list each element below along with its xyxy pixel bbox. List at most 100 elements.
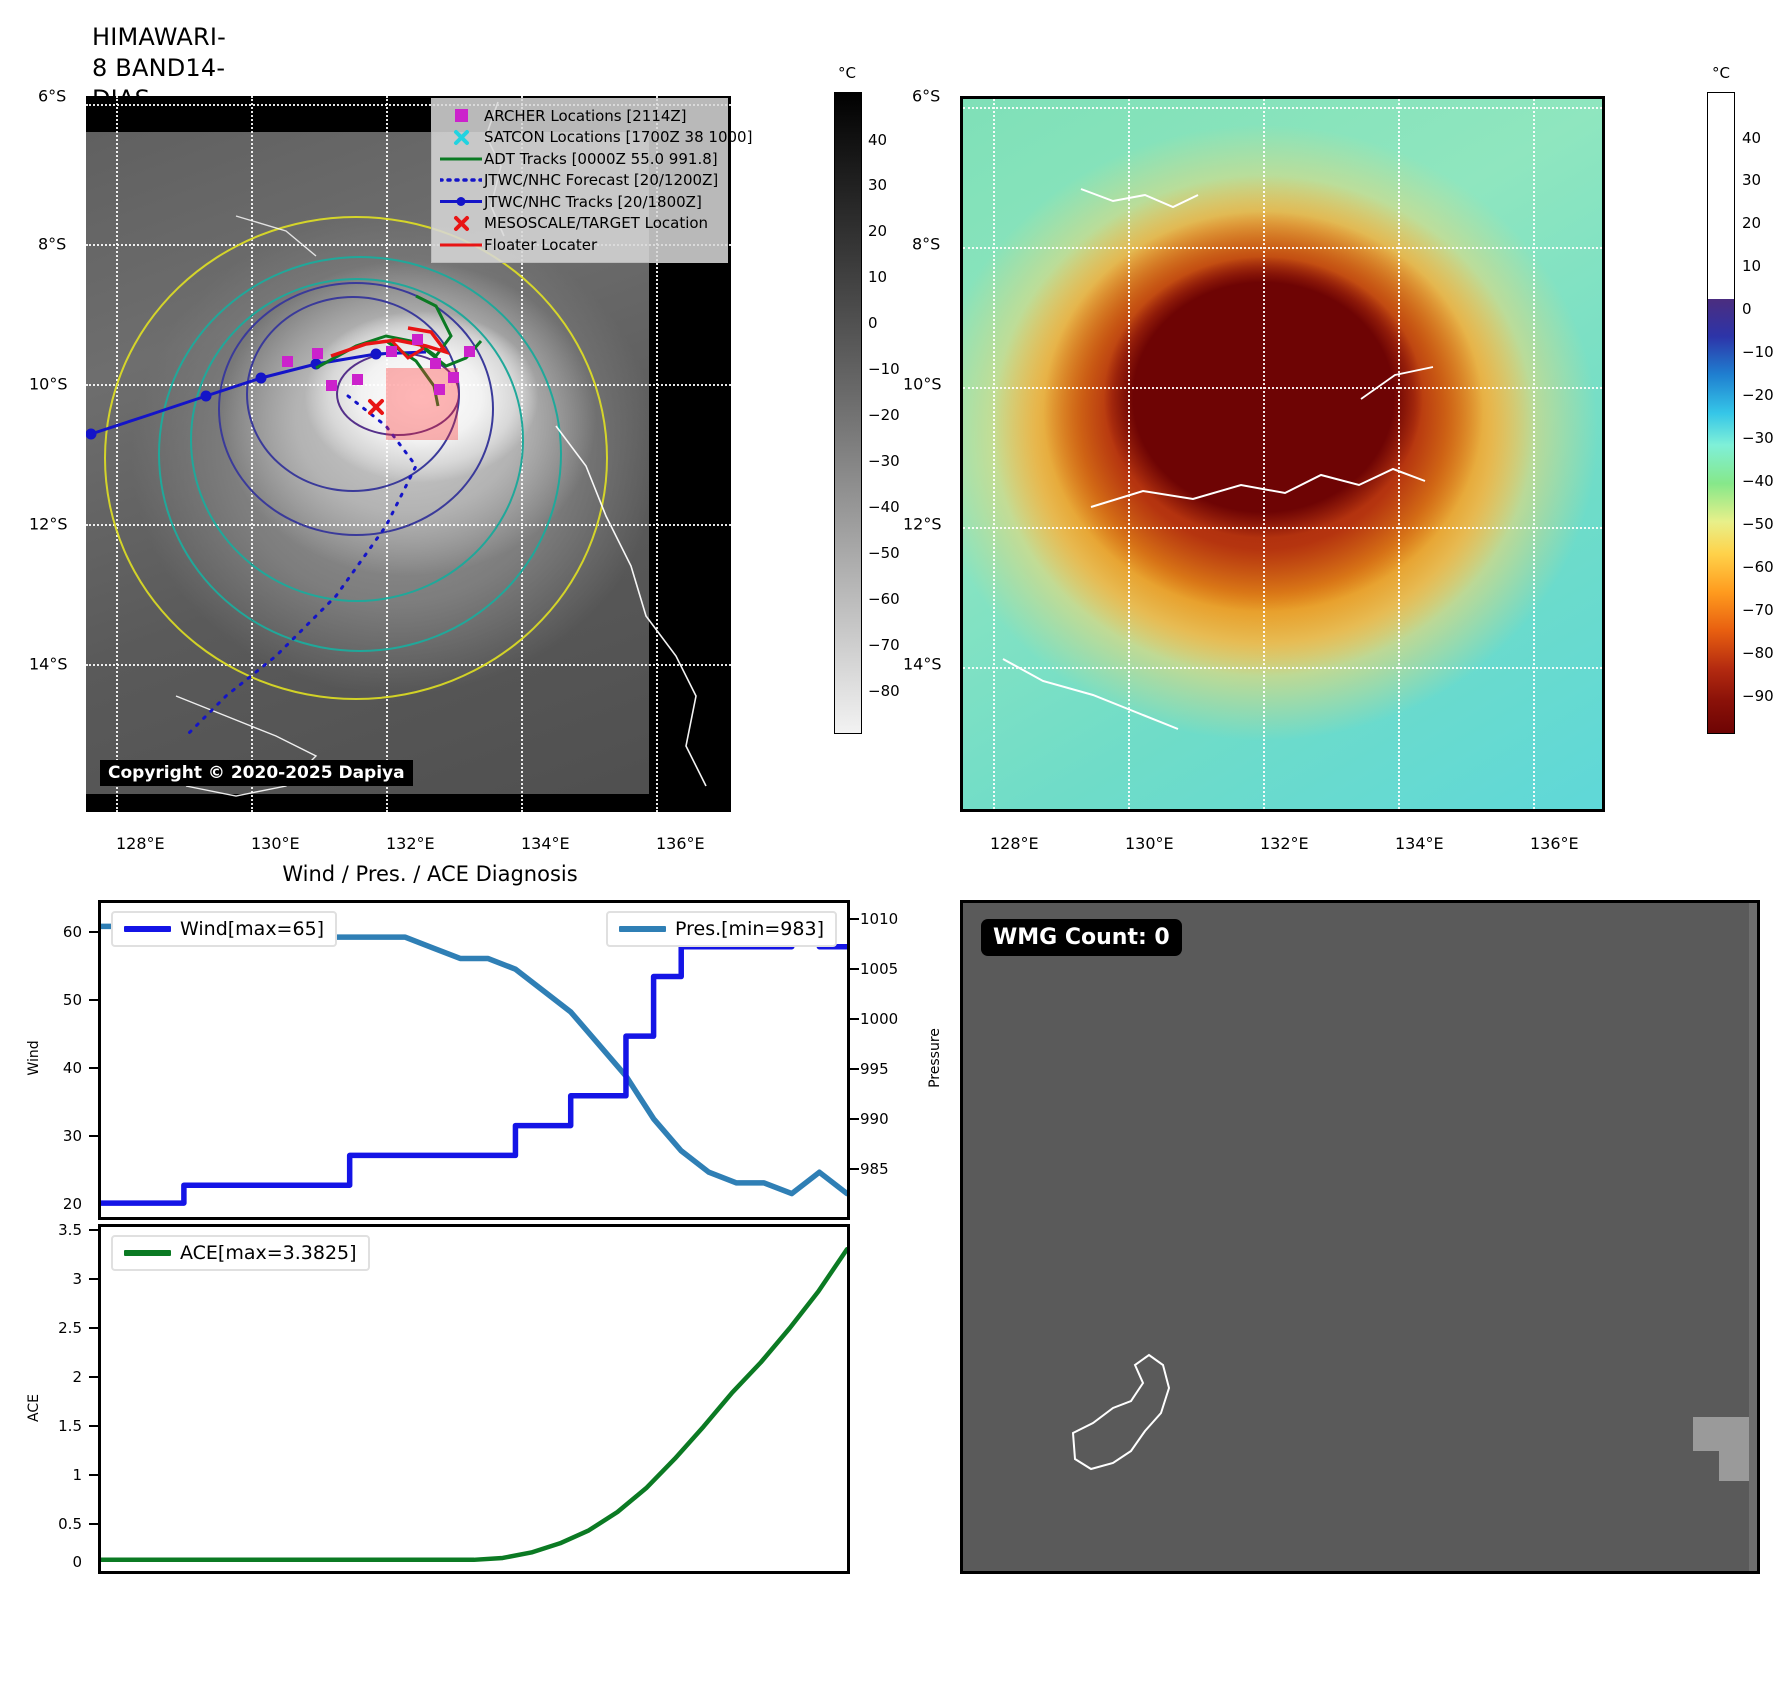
- wind-legend-label: Wind[max=65]: [180, 918, 325, 940]
- cb-tick-left-4: 0: [868, 314, 878, 332]
- cb-tick-left-6: −20: [868, 406, 900, 424]
- ace-ytick-05: 0.5: [58, 1515, 82, 1533]
- ace-axis-label: ACE: [26, 1394, 42, 1422]
- colorbar-unit-left: °C: [838, 64, 856, 82]
- cb-tick-left-11: −70: [868, 636, 900, 654]
- legend-label: ARCHER Locations [2114Z]: [484, 106, 687, 125]
- cb-tick-right-11: −70: [1742, 601, 1774, 619]
- lat-tick-6s: 6°S: [38, 86, 67, 106]
- cb-tick-right-5: −10: [1742, 343, 1774, 361]
- pres-tickmark: [850, 1068, 859, 1070]
- awv-lon-tick-134e: 134°E: [1395, 834, 1444, 853]
- awv-graticule-lon-134e: [1398, 99, 1400, 809]
- awv-lon-tick-136e: 136°E: [1530, 834, 1579, 853]
- cb-tick-right-9: −50: [1742, 515, 1774, 533]
- legend-item-archer[interactable]: ARCHER Locations [2114Z]: [438, 105, 719, 127]
- awv-lat-tick-6s: 6°S: [912, 86, 941, 106]
- awv-imagery: [963, 99, 1602, 809]
- cb-tick-left-1: 30: [868, 176, 888, 194]
- green-line-icon: [438, 156, 484, 162]
- graticule-lon-136e: [656, 96, 658, 812]
- legend-item-adt-tracks[interactable]: ADT Tracks [0000Z 55.0 991.8]: [438, 148, 719, 170]
- pres-ytick-1010: 1010: [860, 910, 899, 928]
- wmg-coastline-overlay: [1071, 1353, 1171, 1471]
- awv-lon-tick-132e: 132°E: [1260, 834, 1309, 853]
- wind-axis-label: Wind: [26, 1040, 42, 1076]
- awv-enhanced-map[interactable]: [960, 96, 1605, 812]
- wind-pressure-chart[interactable]: Wind[max=65] Pres.[min=983]: [98, 900, 850, 1220]
- lon-tick-136e: 136°E: [656, 834, 705, 853]
- awv-graticule-lat-8s: [963, 247, 1602, 249]
- cb-tick-right-1: 30: [1742, 171, 1762, 189]
- cb-tick-right-4: 0: [1742, 300, 1752, 318]
- wind-legend[interactable]: Wind[max=65]: [111, 911, 338, 947]
- pressure-legend-label: Pres.[min=983]: [675, 918, 824, 940]
- ace-tickmark: [89, 1474, 98, 1476]
- magenta-square-icon: [438, 109, 484, 123]
- wind-ytick-30: 30: [62, 1127, 82, 1145]
- contour-ring-outer-yellow: [104, 216, 608, 700]
- pres-ytick-990: 990: [860, 1110, 889, 1128]
- cb-tick-right-13: −90: [1742, 687, 1774, 705]
- legend-item-floater-locater[interactable]: Floater Locater: [438, 234, 719, 256]
- contour-ring-teal: [158, 256, 562, 652]
- pres-ytick-995: 995: [860, 1060, 889, 1078]
- wind-tickmark: [89, 1135, 98, 1137]
- pres-tickmark: [850, 918, 859, 920]
- ace-tickmark: [89, 1229, 98, 1231]
- cb-tick-right-10: −60: [1742, 558, 1774, 576]
- colorbar-unit-right: °C: [1712, 64, 1730, 82]
- pres-tickmark: [850, 1118, 859, 1120]
- pres-ytick-1005: 1005: [860, 960, 899, 978]
- legend-item-satcon[interactable]: SATCON Locations [1700Z 38 1000]: [438, 127, 752, 149]
- awv-lon-tick-130e: 130°E: [1125, 834, 1174, 853]
- cb-tick-left-12: −80: [868, 682, 900, 700]
- ace-legend[interactable]: ACE[max=3.3825]: [111, 1235, 370, 1271]
- lon-tick-134e: 134°E: [521, 834, 570, 853]
- wmg-scrollbar[interactable]: [1749, 903, 1757, 1571]
- cb-tick-left-7: −30: [868, 452, 900, 470]
- cyan-x-icon: [438, 129, 484, 146]
- awv-coastline-overlay: [1002, 188, 1434, 730]
- awv-graticule-lon-130e: [1128, 99, 1130, 809]
- legend-item-mesoscale-target[interactable]: MESOSCALE/TARGET Location: [438, 213, 719, 235]
- legend-item-jtwc-forecast[interactable]: JTWC/NHC Forecast [20/1200Z]: [438, 170, 719, 192]
- awv-graticule-lat-10s: [963, 387, 1602, 389]
- contour-ring-teal-inner: [190, 278, 524, 602]
- wind-tickmark: [89, 999, 98, 1001]
- wind-pressure-plot-area: [101, 914, 847, 1206]
- pressure-legend[interactable]: Pres.[min=983]: [606, 911, 837, 947]
- copyright-label: Copyright © 2020-2025 Dapiya: [100, 760, 413, 786]
- ace-tickmark: [89, 1376, 98, 1378]
- ace-ytick-10: 1: [72, 1466, 82, 1484]
- cb-tick-left-0: 40: [868, 131, 888, 149]
- ace-ytick-35: 3.5: [58, 1221, 82, 1239]
- ace-tickmark: [89, 1278, 98, 1280]
- awv-graticule-lon-132e: [1263, 99, 1265, 809]
- ace-ytick-30: 3: [72, 1270, 82, 1288]
- blue-line-marker-icon: [438, 196, 484, 207]
- pressure-line-swatch: [619, 926, 666, 932]
- wind-ytick-60: 60: [62, 923, 82, 941]
- red-x-icon: [438, 215, 484, 232]
- ace-tickmark: [89, 1327, 98, 1329]
- cb-tick-right-0: 40: [1742, 129, 1762, 147]
- cb-tick-right-8: −40: [1742, 472, 1774, 490]
- wmg-map-panel[interactable]: WMG Count: 0: [960, 900, 1760, 1574]
- wind-ytick-40: 40: [62, 1059, 82, 1077]
- legend-item-jtwc-tracks[interactable]: JTWC/NHC Tracks [20/1800Z]: [438, 191, 719, 213]
- ir-void-bottom: [86, 794, 731, 812]
- red-line-icon: [438, 242, 484, 248]
- ace-chart[interactable]: ACE[max=3.3825]: [98, 1224, 850, 1574]
- graticule-lat-6s: [86, 104, 731, 106]
- wind-tickmark: [89, 1067, 98, 1069]
- ir-target-area-map[interactable]: Copyright © 2020-2025 Dapiya: [86, 96, 731, 812]
- lat-tick-10s: 10°S: [29, 374, 68, 394]
- cb-tick-left-5: −10: [868, 360, 900, 378]
- legend-label: SATCON Locations [1700Z 38 1000]: [484, 128, 753, 147]
- map-legend: ARCHER Locations [2114Z] SATCON Location…: [431, 98, 752, 263]
- pres-tickmark: [850, 1018, 859, 1020]
- cb-tick-left-10: −60: [868, 590, 900, 608]
- cb-tick-left-9: −50: [868, 544, 900, 562]
- ace-ytick-00: 0: [72, 1553, 82, 1571]
